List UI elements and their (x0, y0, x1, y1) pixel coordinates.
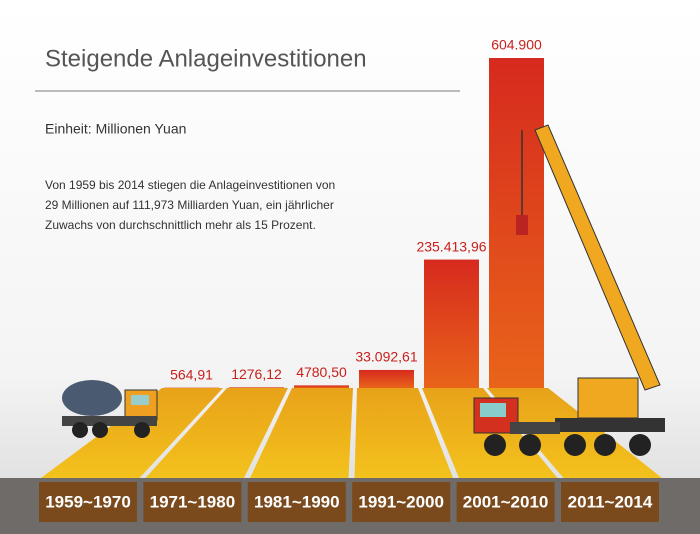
value-label: 604.900 (491, 37, 542, 53)
value-label: 564,91 (170, 366, 213, 382)
category-box (561, 482, 659, 522)
x-tick-label: 1991~2000 (358, 492, 444, 511)
bar (359, 369, 414, 388)
value-label: 235.413,96 (416, 238, 486, 254)
value-label: 33.092,61 (355, 349, 417, 365)
crane (473, 124, 665, 456)
floor-tile (145, 388, 288, 478)
x-tick-label: 1971~1980 (150, 492, 236, 511)
subtitle: Einheit: Millionen Yuan (45, 121, 186, 137)
bar (424, 259, 479, 388)
x-tick-label: 2011~2014 (568, 492, 653, 511)
category-box (456, 482, 555, 522)
x-tick-label: 2001~2010 (463, 492, 549, 511)
chart-title: Steigende Anlageinvestitionen (45, 45, 367, 72)
description-line: 29 Millionen auf 111,973 Milliarden Yuan… (45, 198, 334, 212)
bar (294, 385, 349, 388)
x-tick-label: 1959~1970 (45, 492, 131, 511)
x-tick-label: 1981~1990 (254, 492, 340, 511)
category-box (247, 482, 346, 522)
bar (229, 387, 284, 388)
category-box (39, 482, 137, 522)
description-line: Zuwachs von durchschnittlich mehr als 15… (45, 218, 316, 232)
mixer-truck (62, 380, 158, 438)
floor-tile (354, 388, 453, 478)
floor-tile (41, 388, 223, 478)
category-box (352, 482, 451, 522)
floor-tile (250, 388, 353, 478)
value-label: 1276,12 (231, 366, 282, 382)
description-line: Von 1959 bis 2014 stiegen die Anlageinve… (45, 178, 335, 192)
floor-tile (487, 388, 662, 478)
value-label: 4780,50 (296, 364, 347, 380)
category-box (143, 482, 242, 522)
